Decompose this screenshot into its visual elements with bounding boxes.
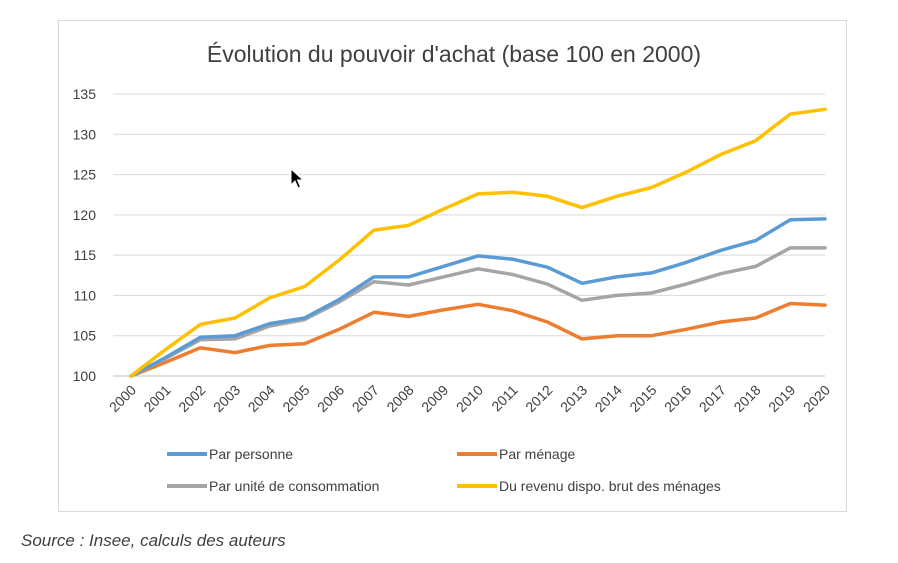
gridlines (113, 93, 825, 377)
source-note: Source : Insee, calculs des auteurs (21, 531, 286, 550)
series-line (129, 217, 827, 378)
x-axis-ticks: 2000 2001 2002 2003 2004 2005 2006 2007 2008 2009… (106, 382, 833, 415)
y-tick-label: 125 (73, 167, 97, 183)
x-tick-label: 2000 (106, 382, 139, 415)
x-tick-label: 2013 (557, 382, 590, 415)
x-tick-label: 2011 (488, 382, 521, 415)
x-tick-label: 2002 (175, 382, 208, 415)
y-tick-label: 120 (73, 207, 97, 223)
x-tick-label: 2019 (765, 382, 798, 415)
chart-title: Évolution du pouvoir d'achat (base 100 e… (207, 41, 701, 67)
series-line (129, 107, 827, 378)
legend-label: Par personne (209, 446, 293, 462)
x-tick-label: 2005 (279, 382, 312, 415)
x-tick-label: 2007 (349, 382, 382, 415)
legend-label: Par ménage (499, 446, 575, 462)
x-tick-label: 2004 (245, 382, 278, 415)
x-tick-label: 2020 (800, 382, 833, 415)
series-line (129, 301, 827, 378)
y-tick-label: 135 (73, 86, 97, 102)
legend-label: Du revenu dispo. brut des ménages (499, 478, 721, 494)
x-tick-label: 2009 (418, 382, 451, 415)
y-axis-ticks: 100 105 110 115 120 125 130 135 (73, 86, 97, 384)
y-tick-label: 100 (73, 368, 97, 384)
x-tick-label: 2018 (730, 382, 763, 415)
y-tick-label: 105 (73, 328, 97, 344)
chart-svg: Évolution du pouvoir d'achat (base 100 e… (73, 41, 834, 494)
x-tick-label: 2001 (140, 382, 173, 415)
mouse-cursor-icon (290, 168, 304, 189)
x-tick-label: 2003 (210, 382, 243, 415)
x-tick-label: 2008 (383, 382, 416, 415)
x-tick-label: 2017 (696, 382, 729, 415)
x-tick-label: 2014 (592, 382, 625, 415)
x-tick-label: 2006 (314, 382, 347, 415)
x-tick-label: 2010 (453, 382, 486, 415)
series-lines (129, 107, 827, 378)
y-tick-label: 130 (73, 126, 97, 142)
y-tick-label: 110 (74, 287, 97, 303)
x-tick-label: 2012 (522, 382, 555, 415)
legend: Par personne Par ménage Par unité de conso… (167, 446, 721, 494)
x-tick-label: 2016 (661, 382, 694, 415)
series-line (129, 246, 827, 378)
x-tick-label: 2015 (626, 382, 659, 415)
y-tick-label: 115 (74, 247, 97, 263)
legend-label: Par unité de consommation (209, 478, 379, 494)
chart-frame: Évolution du pouvoir d'achat (base 100 e… (58, 20, 847, 512)
